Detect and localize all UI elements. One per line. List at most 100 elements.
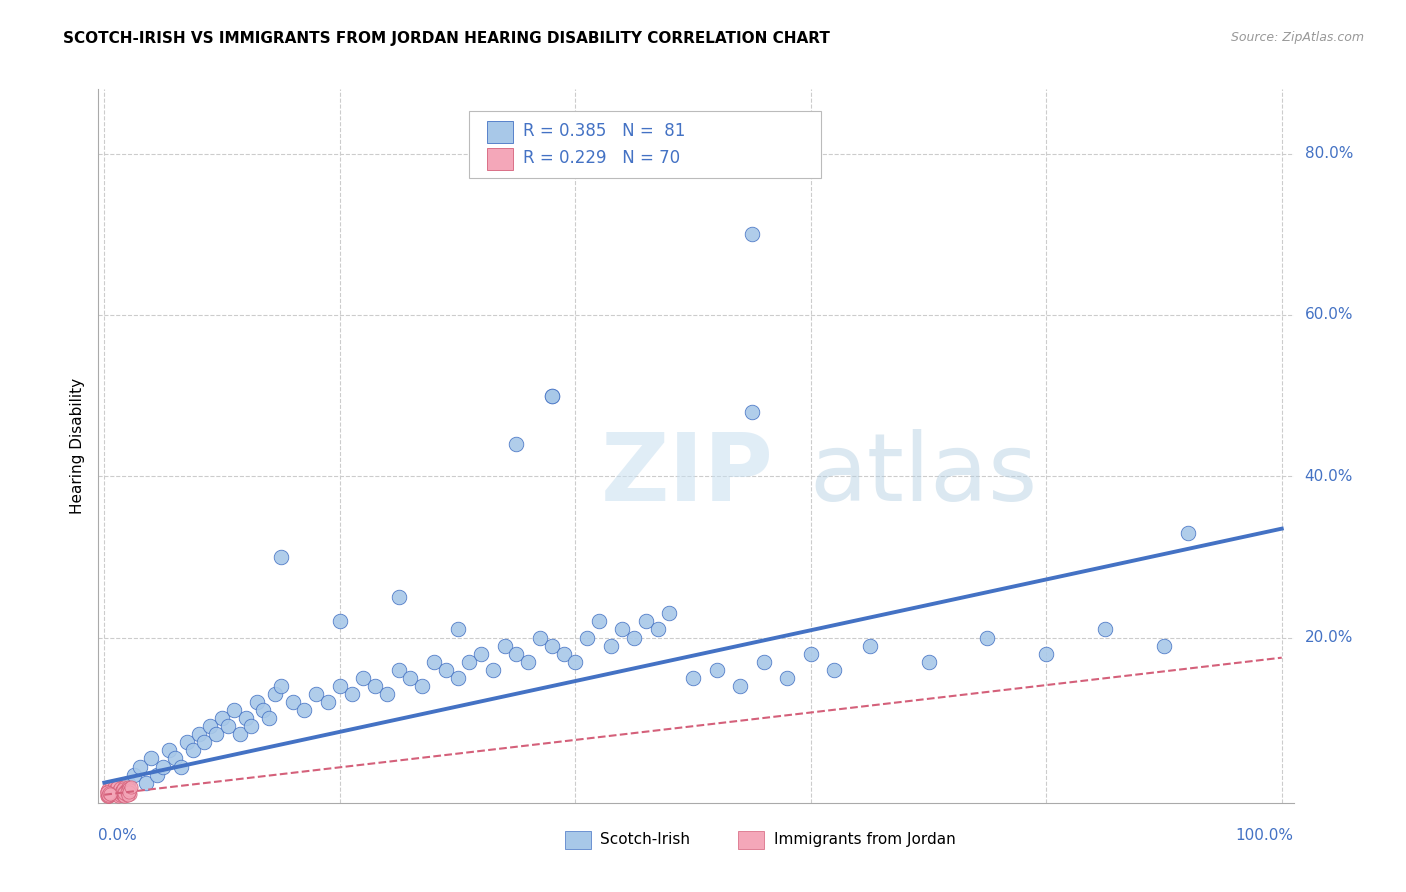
Point — [97, 789, 120, 803]
Point — [117, 782, 139, 797]
Point — [112, 788, 135, 802]
Point — [776, 671, 799, 685]
Point — [482, 663, 505, 677]
Point — [446, 671, 468, 685]
Point — [96, 789, 118, 804]
Point — [375, 687, 398, 701]
Point — [110, 785, 132, 799]
Point — [494, 639, 516, 653]
Point — [96, 784, 118, 798]
Point — [329, 615, 352, 629]
Point — [117, 780, 139, 794]
Point — [859, 639, 882, 653]
Point — [115, 787, 138, 801]
Point — [752, 655, 775, 669]
Point — [98, 789, 121, 804]
Point — [117, 775, 139, 789]
Point — [118, 785, 141, 799]
FancyBboxPatch shape — [470, 111, 821, 178]
Point — [111, 783, 134, 797]
Point — [329, 679, 352, 693]
Point — [98, 784, 121, 798]
Text: Scotch-Irish: Scotch-Irish — [600, 831, 690, 847]
Point — [257, 711, 280, 725]
Point — [647, 623, 669, 637]
Point — [103, 781, 125, 796]
Point — [96, 785, 118, 799]
Point — [917, 655, 939, 669]
Point — [98, 788, 121, 802]
Point — [281, 695, 304, 709]
Point — [105, 784, 128, 798]
Point — [112, 780, 135, 795]
Point — [976, 631, 998, 645]
Point — [1177, 525, 1199, 540]
Point — [141, 751, 163, 765]
Text: 0.0%: 0.0% — [98, 828, 138, 843]
Point — [446, 623, 468, 637]
Point — [706, 663, 728, 677]
Point — [97, 785, 120, 799]
Point — [98, 786, 121, 800]
Point — [108, 787, 131, 801]
Text: 80.0%: 80.0% — [1305, 146, 1353, 161]
Point — [97, 788, 120, 802]
Point — [128, 759, 150, 773]
Point — [588, 615, 610, 629]
Point — [388, 663, 411, 677]
Point — [117, 788, 139, 802]
Point — [122, 767, 145, 781]
Point — [411, 679, 433, 693]
Point — [1153, 639, 1175, 653]
Point — [96, 788, 118, 802]
Point — [264, 687, 287, 701]
Point — [540, 389, 562, 403]
Text: R = 0.229   N = 70: R = 0.229 N = 70 — [523, 150, 681, 168]
Point — [240, 719, 263, 733]
Point — [316, 695, 339, 709]
Point — [104, 779, 127, 793]
Point — [98, 787, 121, 801]
Point — [200, 719, 222, 733]
Point — [100, 785, 122, 799]
Point — [364, 679, 387, 693]
Point — [564, 655, 586, 669]
Point — [187, 727, 209, 741]
Point — [120, 783, 142, 797]
Point — [118, 781, 141, 796]
Point — [97, 782, 120, 797]
Point — [1035, 647, 1057, 661]
Point — [110, 784, 132, 798]
Point — [112, 789, 135, 803]
Point — [181, 743, 204, 757]
Point — [352, 671, 374, 685]
Point — [235, 711, 257, 725]
Point — [115, 784, 138, 798]
FancyBboxPatch shape — [565, 830, 591, 849]
Point — [105, 786, 128, 800]
Point — [114, 784, 136, 798]
Point — [112, 786, 135, 800]
Point — [217, 719, 239, 733]
Point — [112, 786, 135, 800]
Point — [505, 437, 527, 451]
Point — [228, 727, 250, 741]
Point — [728, 679, 751, 693]
Text: R = 0.385   N =  81: R = 0.385 N = 81 — [523, 122, 685, 140]
Point — [114, 783, 136, 797]
Point — [98, 789, 121, 803]
Point — [399, 671, 422, 685]
Point — [823, 663, 845, 677]
Point — [98, 787, 121, 801]
Text: Immigrants from Jordan: Immigrants from Jordan — [773, 831, 956, 847]
Point — [388, 590, 411, 604]
Point — [107, 785, 129, 799]
Point — [470, 647, 492, 661]
Point — [120, 787, 142, 801]
FancyBboxPatch shape — [486, 148, 513, 169]
Point — [105, 780, 128, 794]
Point — [623, 631, 645, 645]
Point — [103, 783, 125, 797]
Point — [211, 711, 233, 725]
Point — [103, 780, 125, 795]
